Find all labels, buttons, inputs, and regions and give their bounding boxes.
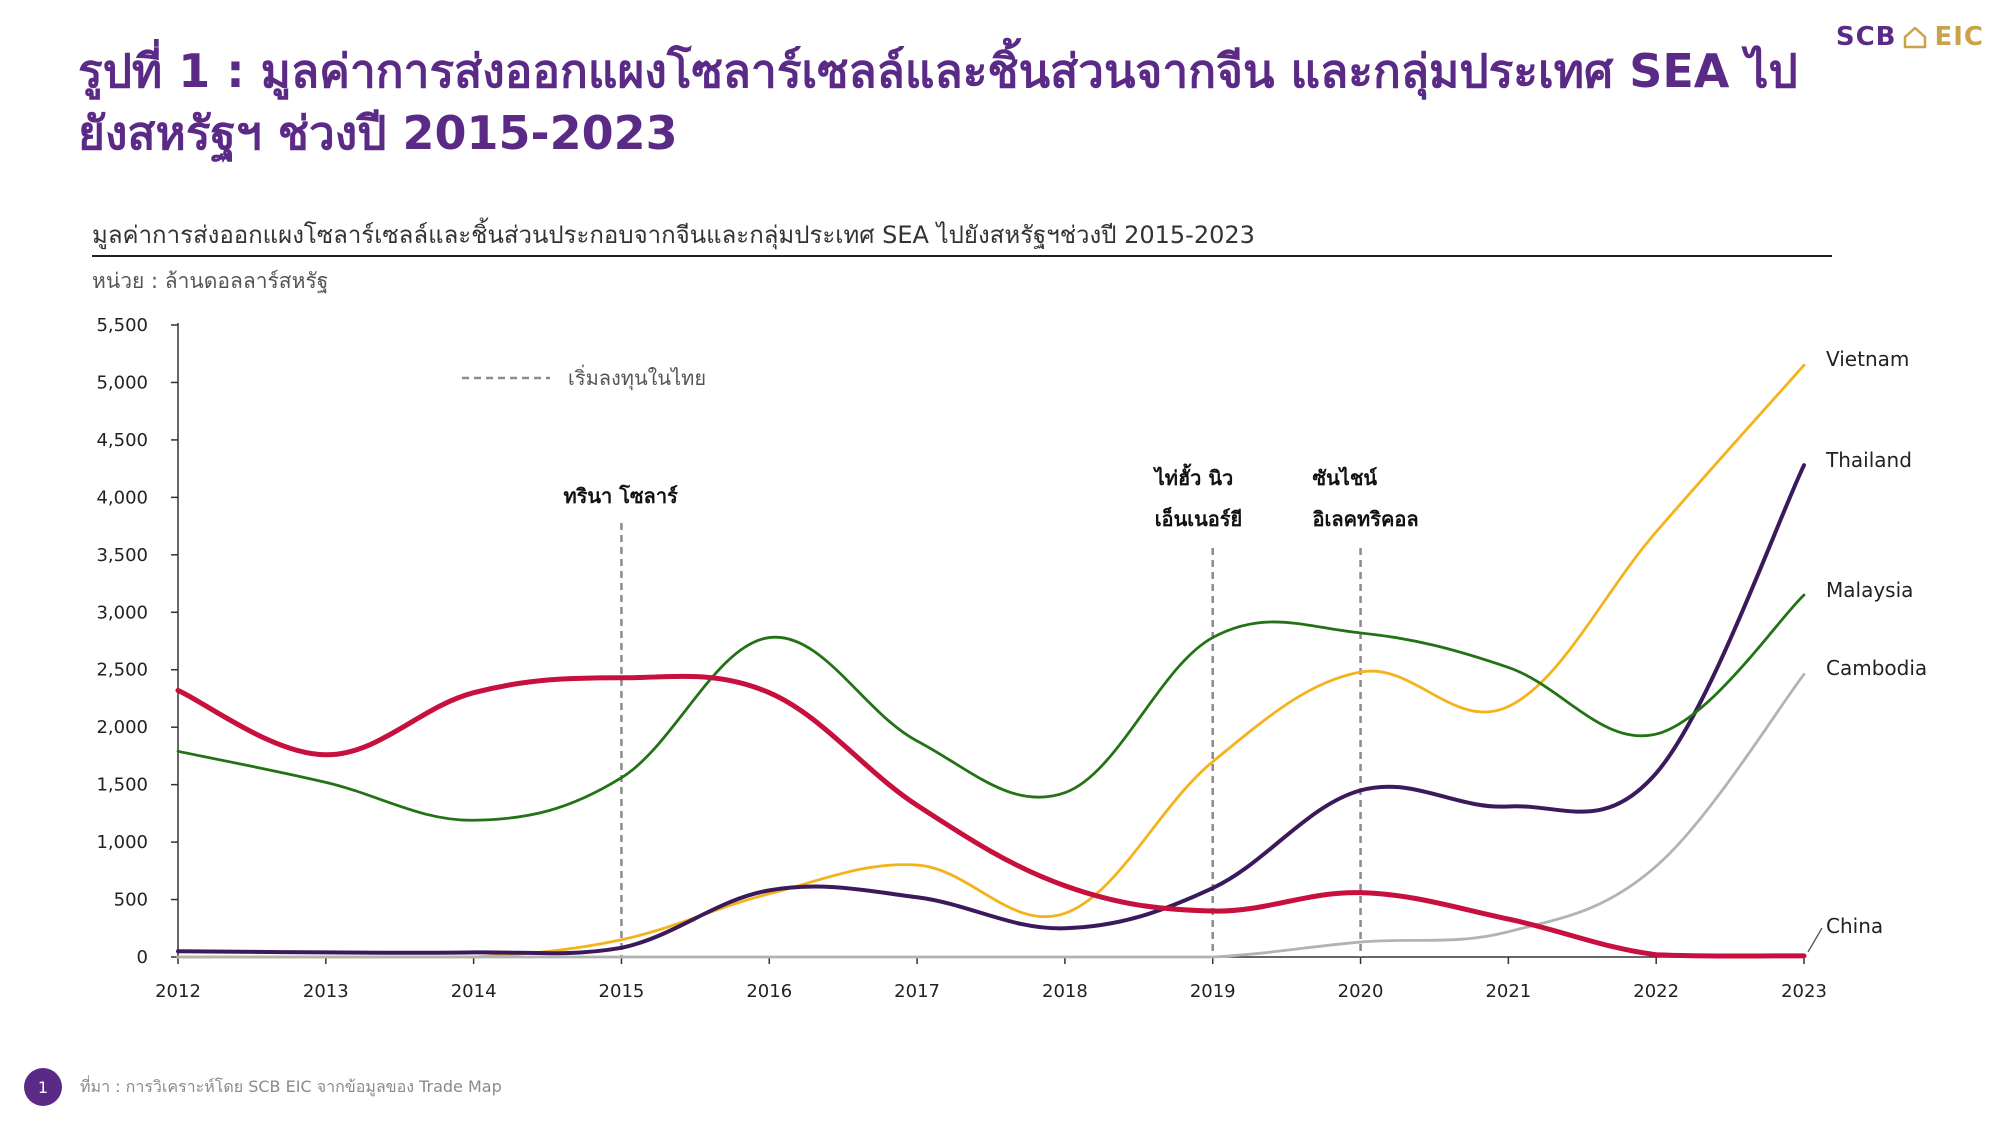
title-divider (92, 255, 1832, 257)
unit-label: หน่วย : ล้านดอลลาร์สหรัฐ (92, 269, 329, 293)
x-tick-label: 2023 (1781, 981, 1827, 1002)
y-tick-label: 500 (114, 890, 148, 911)
investment-marker-label-line: ทรินา โซลาร์ (563, 484, 678, 508)
investment-marker-label: ไท่ฮั้ว นิวเอ็นเนอร์ยี (1153, 463, 1243, 531)
legend-label: เริ่มลงทุนในไทย (568, 364, 706, 391)
x-tick-label: 2015 (599, 981, 645, 1002)
page-number: 1 (24, 1068, 62, 1106)
x-tick-label: 2019 (1190, 981, 1236, 1002)
series-line-thailand (176, 463, 1806, 956)
y-tick-label: 4,500 (96, 430, 148, 451)
y-tick-label: 1,000 (96, 832, 148, 853)
x-tick-label: 2014 (451, 981, 497, 1002)
chart-title: มูลค่าการส่งออกแผงโซลาร์เซลล์และชิ้นส่วน… (92, 221, 1255, 249)
house-icon (1904, 26, 1927, 49)
x-tick-label: 2021 (1485, 981, 1531, 1002)
investment-marker-label: ทรินา โซลาร์ (563, 484, 678, 508)
series-line-vietnam (176, 363, 1806, 959)
series-label-thailand: Thailand (1825, 448, 1912, 472)
x-tick-label: 2016 (746, 981, 792, 1002)
series-label-vietnam: Vietnam (1826, 347, 1909, 371)
investment-marker-label-line: ไท่ฮั้ว นิว (1153, 463, 1234, 490)
investment-marker-label-line: เอ็นเนอร์ยี (1155, 506, 1243, 531)
y-tick-label: 2,500 (96, 660, 148, 681)
investment-marker-label: ซันไชน์อิเลคทริคอล (1313, 466, 1419, 531)
y-tick-label: 3,500 (96, 545, 148, 566)
y-tick-label: 3,000 (96, 602, 148, 623)
x-tick-label: 2020 (1338, 981, 1384, 1002)
y-tick-label: 5,000 (96, 372, 148, 393)
series-label-cambodia: Cambodia (1826, 656, 1927, 680)
series-line-malaysia (176, 593, 1806, 822)
series-label-china: China (1826, 914, 1883, 938)
series-line-cambodia (176, 672, 1806, 959)
x-tick-label: 2017 (894, 981, 940, 1002)
series-line-china (175, 673, 1807, 959)
china-label-leader (1807, 927, 1823, 953)
brand-eic: EIC (1934, 22, 1984, 52)
page-title: รูปที่ 1 : มูลค่าการส่งออกแผงโซลาร์เซลล์… (78, 44, 1798, 160)
x-tick-label: 2018 (1042, 981, 1088, 1002)
y-tick-label: 2,000 (96, 717, 148, 738)
brand-logo: SCB EIC (1836, 22, 1984, 52)
brand-scb: SCB (1835, 22, 1897, 52)
y-tick-label: 5,500 (96, 315, 148, 336)
series-label-malaysia: Malaysia (1826, 578, 1913, 602)
investment-marker-label-line: ซันไชน์ (1313, 466, 1378, 490)
investment-marker-label-line: อิเลคทริคอล (1313, 507, 1419, 531)
footer: 1 ที่มา : การวิเคราะห์โดย SCB EIC จากข้อ… (24, 1068, 502, 1106)
x-tick-label: 2022 (1633, 981, 1679, 1002)
x-tick-label: 2013 (303, 981, 349, 1002)
y-tick-label: 0 (137, 947, 148, 968)
y-tick-label: 4,000 (96, 487, 148, 508)
source-note: ที่มา : การวิเคราะห์โดย SCB EIC จากข้อมู… (80, 1076, 502, 1096)
y-tick-label: 1,500 (96, 775, 148, 796)
x-tick-label: 2012 (155, 981, 201, 1002)
